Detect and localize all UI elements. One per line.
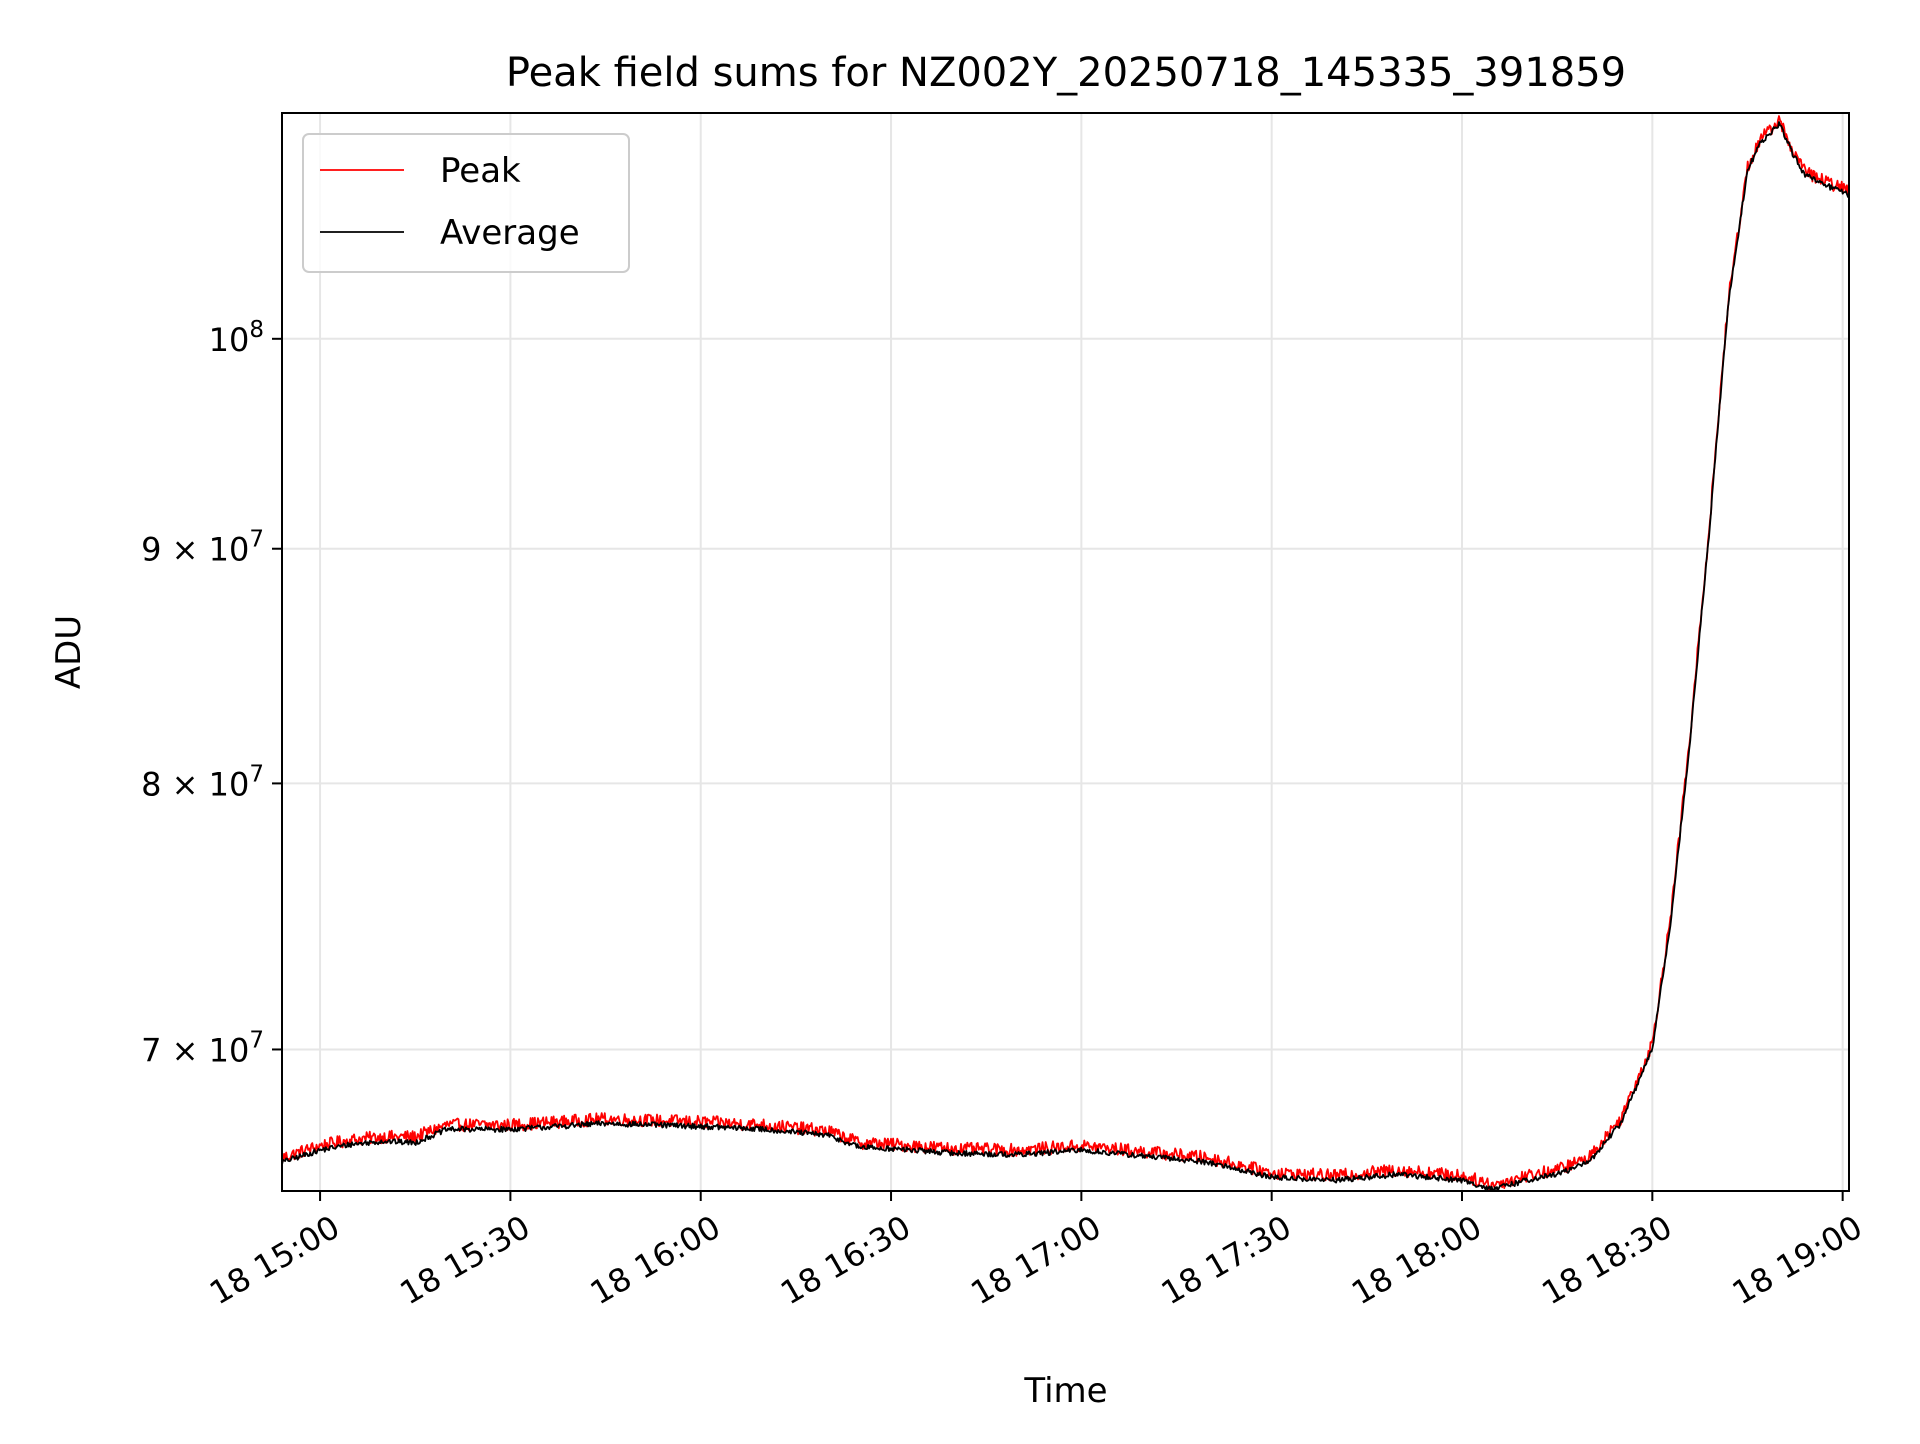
y-axis-ticks: 7 × 107 8 × 107 9 × 107 108: [141, 317, 282, 1069]
legend: Peak Average: [302, 133, 630, 273]
y-axis-label: ADU: [49, 615, 89, 689]
y-tick-label: 7 × 107: [141, 1027, 264, 1069]
chart-title: Peak field sums for NZ002Y_20250718_1453…: [506, 50, 1626, 96]
x-axis-label: Time: [1023, 1371, 1107, 1411]
series-line-average: [282, 121, 1849, 1191]
legend-frame: [302, 133, 630, 273]
legend-label-average: Average: [440, 213, 580, 253]
grid-layer: [282, 113, 1849, 1191]
y-tick-label: 8 × 107: [141, 761, 264, 803]
y-tick-label: 108: [209, 317, 264, 359]
legend-label-peak: Peak: [440, 151, 521, 191]
plot-frame: [281, 112, 1850, 1192]
series-layer: [282, 115, 1849, 1191]
y-tick-label: 9 × 107: [141, 527, 264, 569]
